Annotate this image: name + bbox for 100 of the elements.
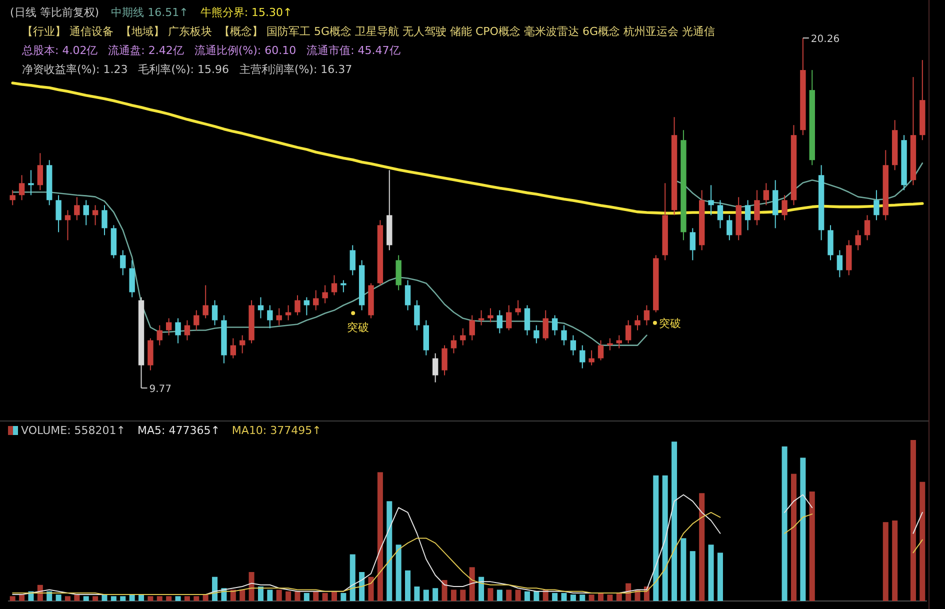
candlestick xyxy=(18,174,25,201)
candlestick xyxy=(836,250,843,278)
candlestick xyxy=(717,200,724,229)
annotation: 20.26 xyxy=(810,34,840,45)
annotation: 【行业】 通信设备 【地域】 广东板块 【概念】 国防军工 5G概念 卫星导航 无人驾驶 储能 CPO概念 毫米波雷达 6G概念 杭州亚运会 光通信 xyxy=(22,25,715,38)
candlestick xyxy=(230,338,236,359)
bar xyxy=(19,594,25,601)
annotation: 9.77 xyxy=(149,384,172,395)
bar xyxy=(405,570,411,601)
bar xyxy=(74,594,80,601)
candlestick xyxy=(28,170,34,196)
bar xyxy=(680,538,686,601)
candlestick xyxy=(414,300,420,331)
bar xyxy=(175,596,181,601)
candlestick xyxy=(524,304,530,336)
candlestick xyxy=(56,194,62,233)
bar xyxy=(717,552,723,601)
annotation: 总股本: 4.02亿 流通盘: 2.42亿 流通比例(%): 60.10 流通市值: 45.47亿 xyxy=(21,44,400,57)
bar xyxy=(386,501,392,601)
candlestick xyxy=(322,284,328,304)
candlestick xyxy=(754,190,760,226)
bar xyxy=(414,586,420,601)
candlestick xyxy=(102,204,108,236)
candlestick xyxy=(10,190,16,206)
text: 牛熊分界: 15.30↑ xyxy=(200,6,292,19)
bar xyxy=(588,594,594,601)
candlestick xyxy=(166,318,172,336)
candlestick xyxy=(644,304,650,326)
text: MA10: 377495↑ xyxy=(232,424,322,437)
candlestick xyxy=(350,244,356,276)
bar xyxy=(561,592,567,601)
bar xyxy=(240,590,246,601)
candlestick xyxy=(588,350,594,366)
bar xyxy=(359,572,365,601)
bar xyxy=(138,594,144,601)
chart-title: (日线 等比前复权) xyxy=(10,6,100,19)
candlestick xyxy=(285,304,292,321)
candlestick xyxy=(212,300,218,326)
candlestick xyxy=(156,324,162,346)
candlestick xyxy=(74,196,80,221)
bar xyxy=(708,544,714,601)
bar xyxy=(469,567,475,601)
bar xyxy=(166,596,172,601)
candlestick xyxy=(763,182,770,206)
bar xyxy=(570,594,576,601)
candlestick xyxy=(708,184,714,216)
candlestick xyxy=(598,340,604,361)
candlestick xyxy=(570,334,576,356)
bar xyxy=(496,590,502,601)
candlestick xyxy=(404,280,411,311)
candlestick xyxy=(542,310,548,341)
candlestick xyxy=(552,314,558,336)
candlestick xyxy=(331,274,338,296)
bar xyxy=(331,591,337,601)
candlestick xyxy=(258,296,264,319)
bar xyxy=(910,440,916,601)
candlestick xyxy=(432,352,438,383)
bar xyxy=(699,493,705,601)
candlestick xyxy=(690,228,696,261)
candlestick xyxy=(488,308,494,323)
bar xyxy=(515,590,521,601)
candlestick xyxy=(184,320,190,341)
bar xyxy=(230,590,236,601)
bar xyxy=(148,596,154,601)
candlestick xyxy=(37,152,44,191)
annotation: 净资收益率(%): 1.23 毛利率(%): 15.96 主营利润率(%): 16.37 xyxy=(22,63,352,76)
bar xyxy=(534,591,540,601)
annotation: 突破 xyxy=(347,321,370,334)
bar xyxy=(184,596,190,601)
bar xyxy=(110,596,116,601)
candlestick xyxy=(874,190,880,221)
bar xyxy=(194,596,200,601)
bar xyxy=(423,590,429,601)
candlestick xyxy=(304,296,310,316)
bar xyxy=(460,590,466,601)
bar xyxy=(653,475,659,601)
bar xyxy=(478,576,484,601)
candlestick xyxy=(64,210,71,241)
bar xyxy=(552,592,558,601)
candlestick xyxy=(580,344,586,369)
candlestick xyxy=(855,230,861,251)
bar xyxy=(442,580,448,601)
candlestick xyxy=(313,290,319,311)
bar xyxy=(156,596,162,601)
candlestick xyxy=(340,280,346,293)
candlestick xyxy=(276,308,282,326)
bar xyxy=(920,482,926,601)
candlestick xyxy=(534,324,540,344)
bar xyxy=(64,596,70,601)
candlestick xyxy=(469,314,475,341)
bar xyxy=(506,590,512,601)
bar xyxy=(790,474,796,601)
candlestick xyxy=(864,214,870,241)
legend-label: VOLUME: 558201↑ xyxy=(21,424,126,437)
candlestick xyxy=(460,328,466,346)
candlestick xyxy=(726,214,732,241)
bar xyxy=(882,522,888,601)
bar xyxy=(212,576,218,601)
candlestick xyxy=(782,194,788,221)
bar xyxy=(524,591,530,601)
